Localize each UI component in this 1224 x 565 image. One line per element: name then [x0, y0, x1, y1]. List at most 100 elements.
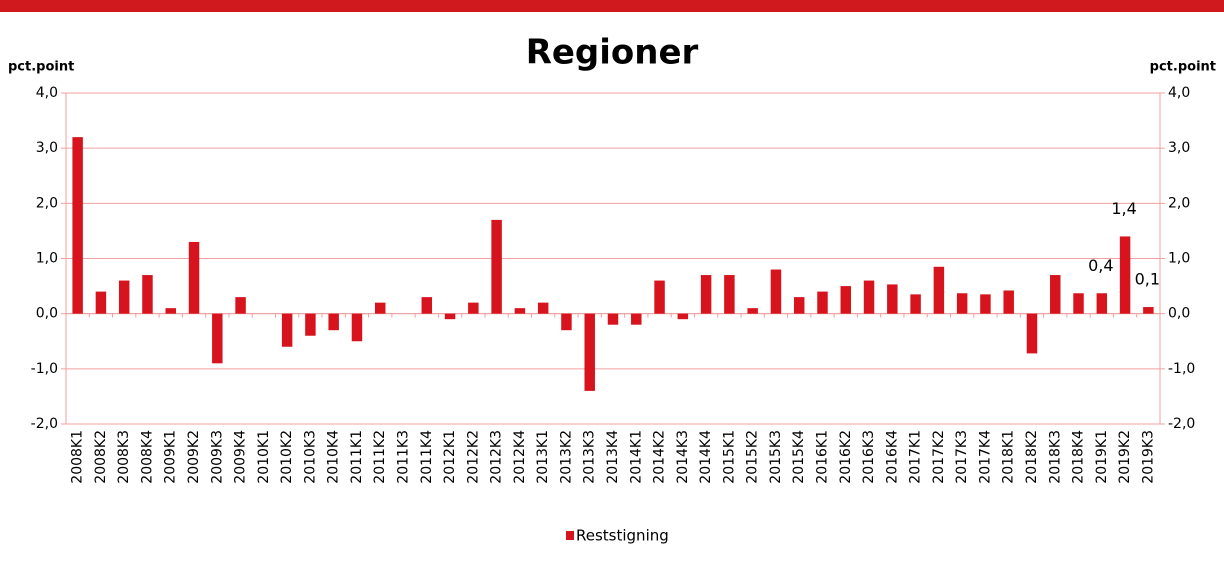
data-label: 0,1: [1135, 270, 1160, 289]
y2-tick-label: 1,0: [1168, 251, 1190, 267]
y-tick-label: 3,0: [36, 140, 58, 156]
y2-tick-label: -2,0: [1168, 416, 1195, 432]
bar: [165, 308, 176, 314]
data-label: 0,4: [1088, 256, 1113, 275]
x-tick-label: 2017K4: [977, 430, 993, 484]
bar: [770, 269, 782, 314]
x-tick-label: 2010K1: [256, 430, 272, 484]
y2-tick-label: 2,0: [1168, 195, 1190, 211]
x-tick-label: 2018K1: [1001, 430, 1017, 484]
bar: [700, 275, 712, 314]
bar: [956, 293, 968, 314]
bar: [491, 219, 502, 314]
x-tick-label: 2016K2: [838, 430, 854, 484]
x-tick-label: 2013K2: [558, 430, 574, 484]
bar: [631, 313, 642, 325]
legend-label: Reststigning: [576, 527, 669, 545]
x-tick-label: 2014K1: [628, 430, 644, 484]
chart-title: Regioner: [526, 33, 699, 73]
bar: [1003, 290, 1014, 314]
x-tick-label: 2009K2: [186, 430, 202, 484]
x-tick-label: 2012K4: [512, 430, 528, 484]
bar: [1050, 275, 1061, 314]
y2-axis-label: pct.point: [1150, 60, 1216, 75]
x-tick-label: 2012K1: [442, 430, 458, 484]
x-tick-label: 2012K2: [465, 430, 481, 484]
x-tick-label: 2009K3: [209, 430, 225, 484]
y2-tick-label: 3,0: [1168, 140, 1190, 156]
x-tick-label: 2016K1: [814, 430, 830, 484]
bar: [328, 313, 339, 331]
x-tick-label: 2011K1: [349, 430, 365, 484]
bar: [887, 284, 898, 314]
bar: [1073, 293, 1084, 314]
bar: [654, 280, 665, 314]
bar: [235, 297, 246, 314]
x-tick-label: 2017K2: [931, 430, 947, 484]
x-tick-label: 2011K2: [372, 430, 388, 484]
bar: [212, 313, 223, 364]
bar: [421, 297, 433, 314]
bar: [863, 280, 875, 314]
bar: [281, 313, 293, 347]
x-tick-label: 2010K4: [326, 430, 342, 484]
y-tick-label: 4,0: [36, 85, 58, 101]
bar: [1119, 236, 1131, 314]
x-tick-label: 2015K1: [721, 430, 737, 484]
x-tick-label: 2014K2: [652, 430, 668, 484]
legend-swatch: [566, 531, 574, 540]
x-tick-label: 2018K3: [1047, 430, 1063, 484]
bar: [305, 313, 316, 336]
x-tick-label: 2013K1: [535, 430, 551, 484]
x-tick-label: 2014K4: [698, 430, 714, 484]
bar: [793, 297, 805, 314]
x-tick-label: 2018K4: [1071, 430, 1087, 484]
y-tick-label: -1,0: [31, 361, 58, 377]
bar: [910, 294, 921, 314]
bar: [980, 294, 991, 314]
x-tick-label: 2019K3: [1140, 430, 1156, 484]
bar: [677, 313, 689, 320]
x-tick-label: 2011K3: [396, 430, 412, 484]
x-tick-label: 2017K3: [954, 430, 970, 484]
bar: [1096, 293, 1108, 314]
x-tick-label: 2010K3: [302, 430, 318, 484]
x-tick-label: 2019K2: [1117, 430, 1133, 484]
bar: [444, 313, 456, 320]
x-tick-label: 2016K3: [861, 430, 877, 484]
y2-tick-label: 4,0: [1168, 85, 1190, 101]
bar: [537, 302, 549, 314]
x-tick-label: 2015K2: [745, 430, 761, 484]
y-tick-label: 1,0: [36, 251, 58, 267]
top-band: [0, 0, 1224, 12]
bar: [1143, 307, 1154, 314]
bar: [188, 241, 200, 314]
bar: [584, 313, 595, 391]
x-tick-label: 2019K1: [1094, 430, 1110, 484]
x-tick-label: 2014K3: [675, 430, 691, 484]
bar: [747, 308, 758, 314]
x-tick-label: 2013K4: [605, 430, 621, 484]
bar: [724, 275, 735, 314]
x-tick-label: 2017K1: [908, 430, 924, 484]
x-tick-label: 2016K4: [884, 430, 900, 484]
x-tick-label: 2009K4: [233, 430, 249, 484]
x-tick-label: 2008K1: [70, 430, 86, 484]
x-tick-label: 2008K3: [116, 430, 132, 484]
bar: [607, 313, 619, 325]
y2-tick-label: 0,0: [1168, 306, 1190, 322]
bar: [72, 137, 83, 314]
bar: [514, 308, 526, 314]
bar: [561, 313, 572, 331]
x-tick-label: 2015K4: [791, 430, 807, 484]
bar: [95, 291, 107, 314]
bar: [1026, 313, 1038, 354]
bar: [374, 302, 386, 314]
x-tick-label: 2018K2: [1024, 430, 1040, 484]
data-label: 1,4: [1111, 199, 1136, 218]
x-tick-label: 2009K1: [163, 430, 179, 484]
x-tick-label: 2008K2: [93, 430, 109, 484]
bar: [817, 291, 828, 314]
x-tick-label: 2010K2: [279, 430, 295, 484]
bar: [468, 302, 479, 314]
